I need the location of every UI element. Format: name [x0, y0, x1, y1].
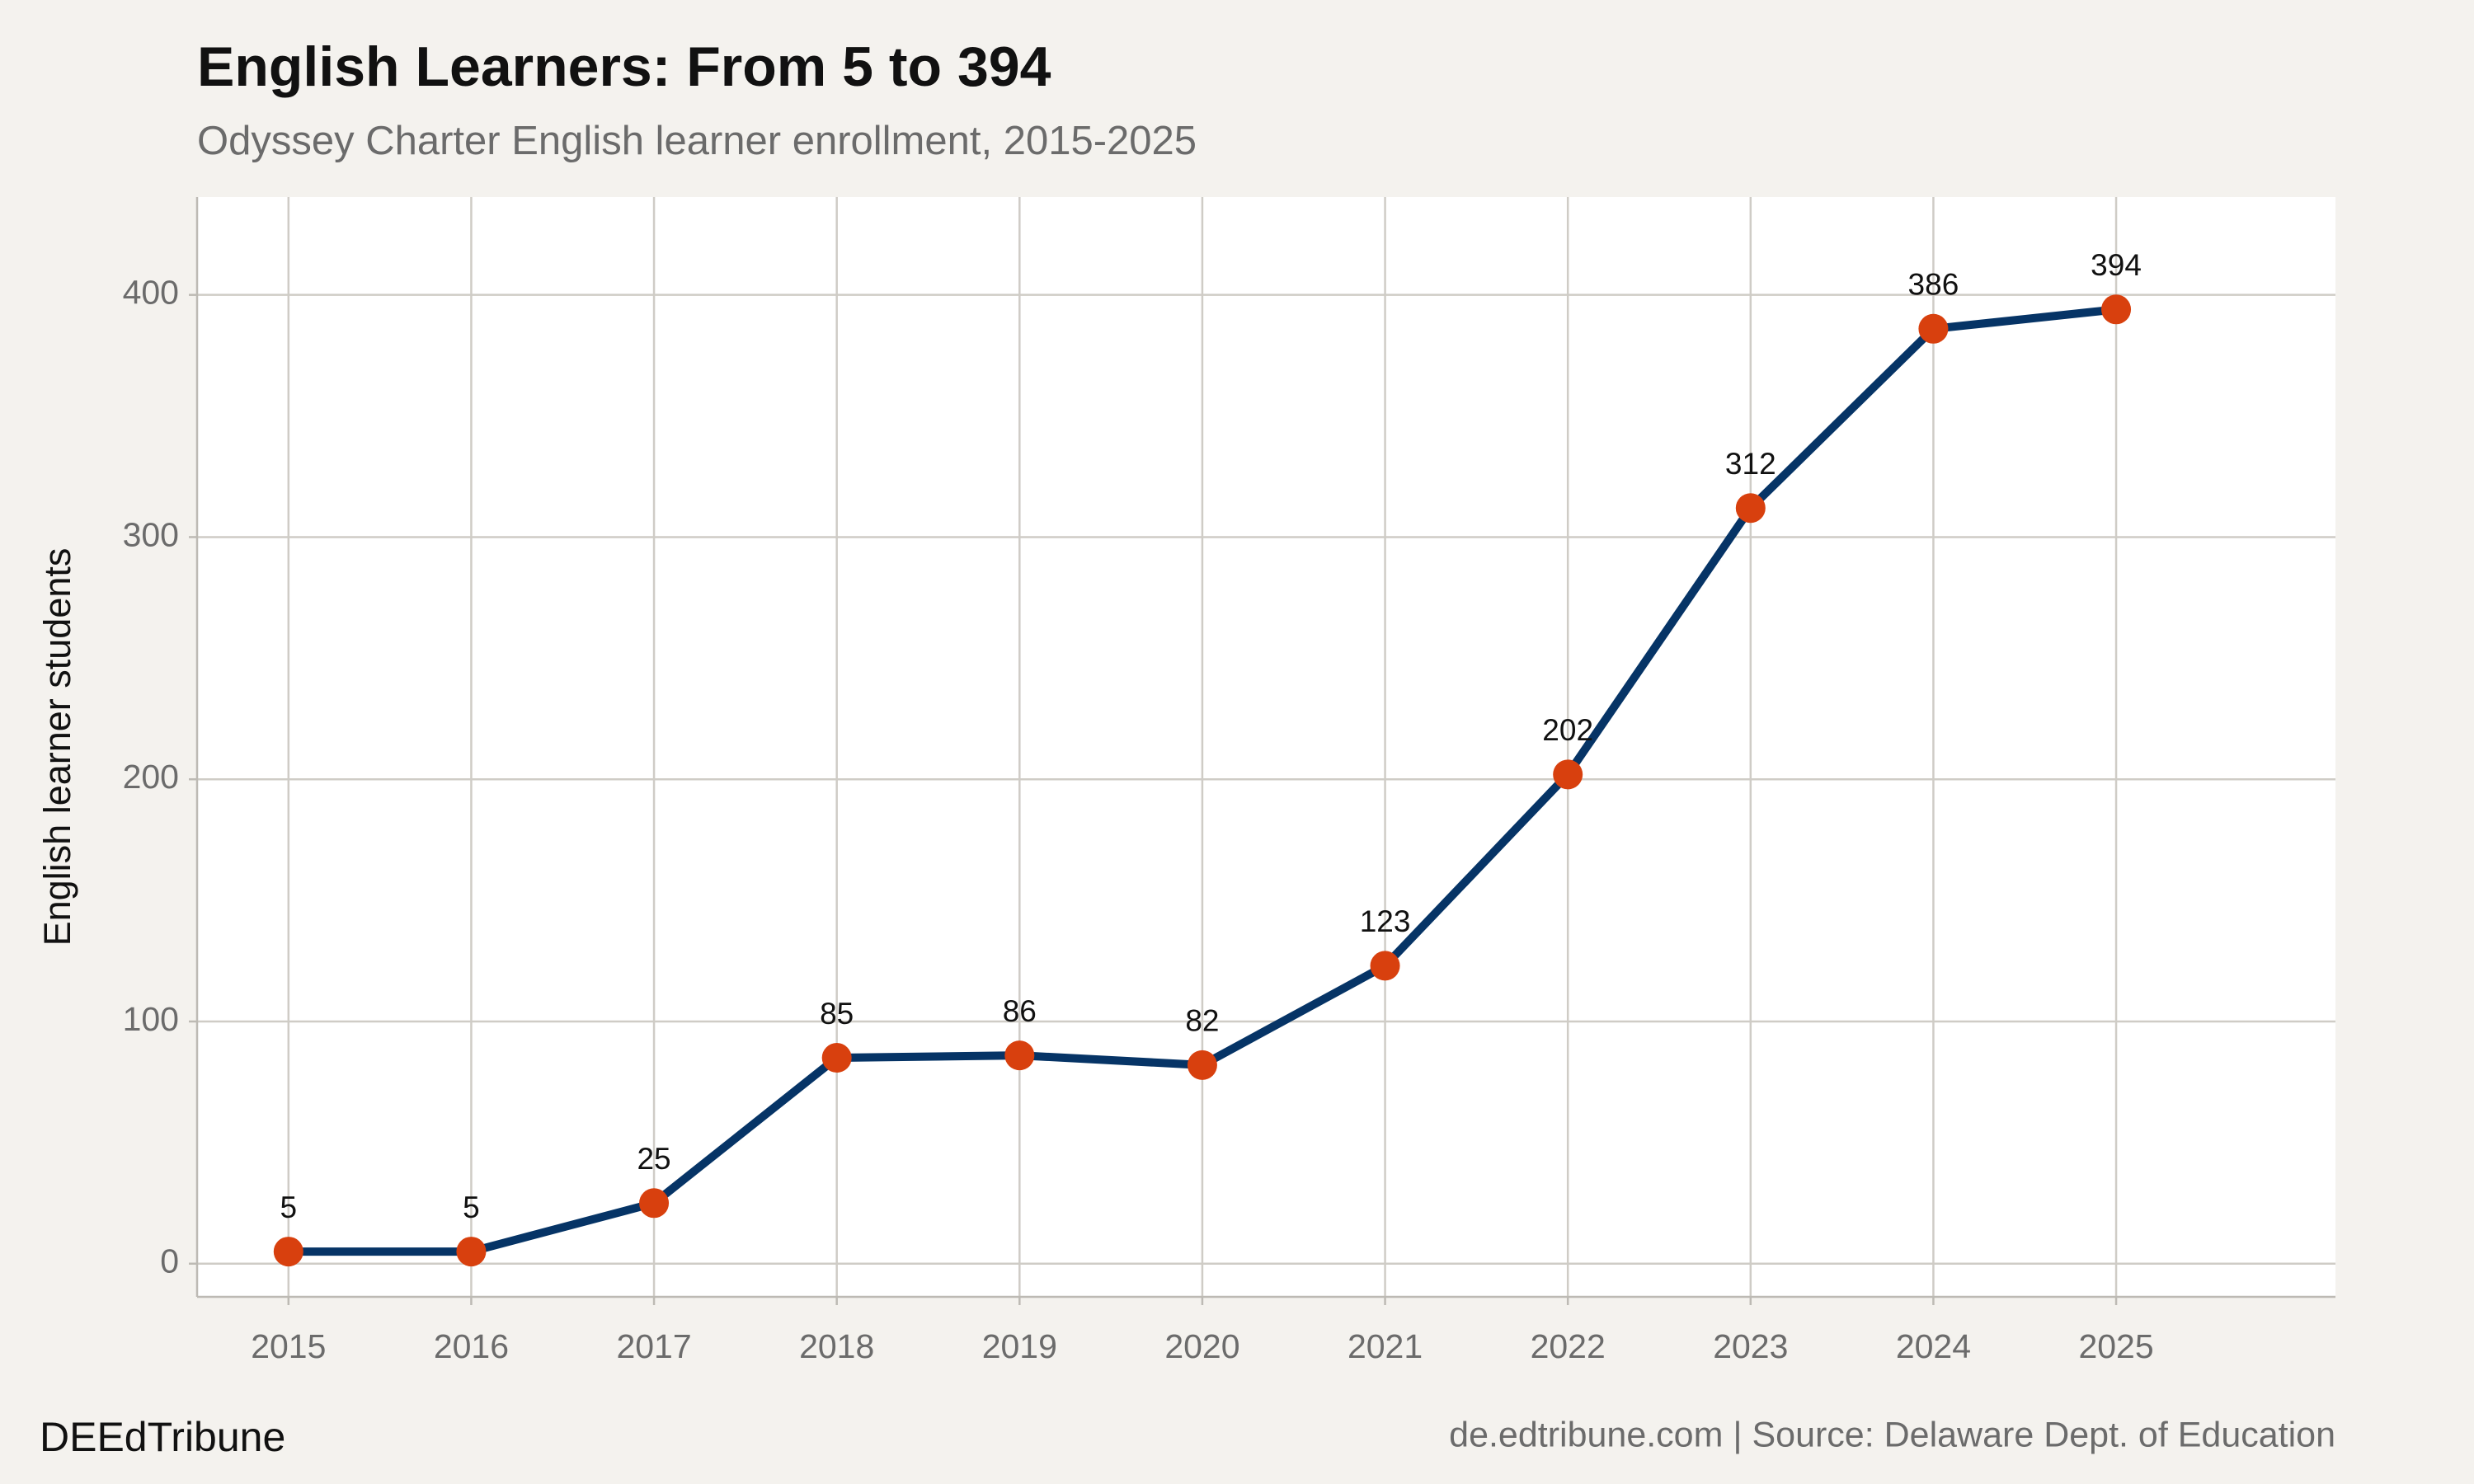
y-tick-label: 200	[123, 758, 179, 796]
marker	[639, 1188, 670, 1219]
y-tick-label: 300	[123, 515, 179, 553]
x-tick-label: 2023	[1713, 1327, 1788, 1365]
x-tick-label: 2017	[616, 1327, 691, 1365]
y-tick-label: 0	[160, 1242, 179, 1280]
x-tick-label: 2020	[1164, 1327, 1239, 1365]
data-label: 394	[2091, 248, 2142, 282]
brand: DEEdTribune	[40, 1414, 285, 1460]
x-tick-label: 2019	[982, 1327, 1057, 1365]
x-tick-label: 2025	[2078, 1327, 2153, 1365]
data-label: 5	[280, 1190, 298, 1224]
data-label: 386	[1908, 268, 1959, 302]
marker	[1553, 759, 1583, 790]
x-tick-label: 2021	[1348, 1327, 1423, 1365]
x-tick-label: 2024	[1896, 1327, 1971, 1365]
data-label: 25	[637, 1142, 670, 1176]
data-label: 85	[820, 997, 854, 1031]
marker	[273, 1237, 303, 1267]
x-tick-label: 2018	[799, 1327, 874, 1365]
marker	[456, 1237, 487, 1267]
data-label: 202	[1542, 713, 1593, 747]
data-label: 312	[1725, 447, 1776, 481]
marker	[1918, 313, 1949, 344]
y-tick-label: 400	[123, 274, 179, 312]
plot-panel	[197, 197, 2335, 1297]
x-tick-label: 2022	[1531, 1327, 1606, 1365]
data-label: 123	[1360, 904, 1411, 938]
data-label: 82	[1185, 1004, 1219, 1038]
marker	[1004, 1040, 1035, 1071]
data-label: 86	[1003, 994, 1037, 1028]
y-tick-label: 100	[123, 1000, 179, 1038]
data-label: 5	[463, 1190, 480, 1224]
marker	[1370, 951, 1400, 981]
chart-title: English Learners: From 5 to 394	[197, 35, 1051, 98]
chart-subtitle: Odyssey Charter English learner enrollme…	[197, 119, 1197, 163]
marker	[821, 1043, 852, 1073]
marker	[2101, 294, 2132, 325]
y-axis-title: English learner students	[36, 548, 78, 946]
marker	[1735, 493, 1766, 524]
caption: de.edtribune.com | Source: Delaware Dept…	[1449, 1415, 2335, 1454]
x-tick-label: 2016	[434, 1327, 509, 1365]
marker	[1187, 1050, 1217, 1080]
x-tick-label: 2015	[251, 1327, 326, 1365]
